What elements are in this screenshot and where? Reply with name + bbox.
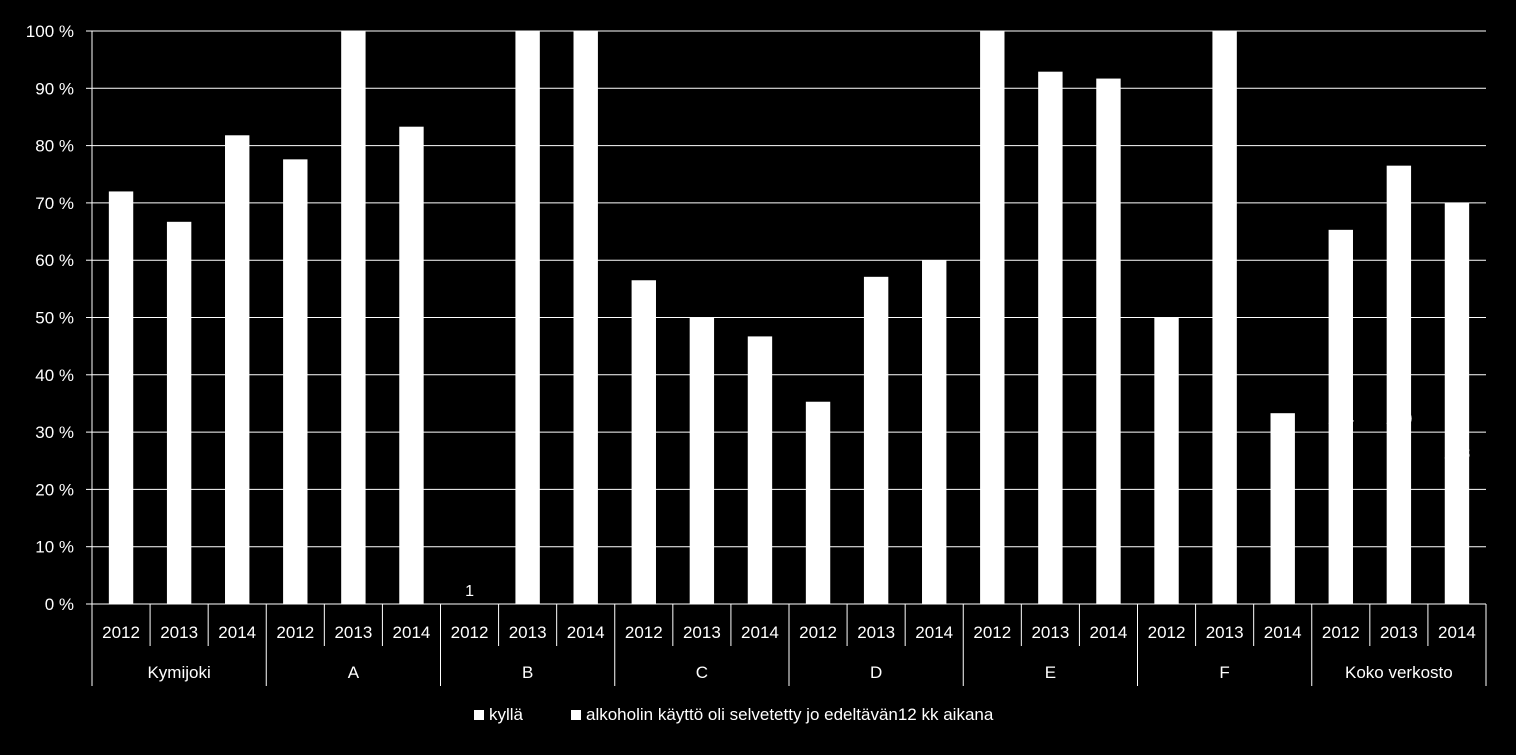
bar: [689, 317, 715, 604]
x-group-label: Kymijoki: [147, 663, 210, 682]
x-year-label: 2013: [334, 623, 372, 642]
y-tick-label: 90 %: [35, 79, 74, 98]
x-year-label: 2012: [625, 623, 663, 642]
bar: [1270, 413, 1295, 604]
bar: [1444, 202, 1470, 604]
bar: [1212, 31, 1237, 604]
y-tick-label: 30 %: [35, 423, 74, 442]
x-year-label: 2012: [799, 623, 837, 642]
y-tick-label: 50 %: [35, 309, 74, 328]
y-axis: 0 % 10 % 20 % 30 % 40 % 50 % 60 % 70 % 80 % 90 % 1…: [26, 22, 93, 614]
bar: [1038, 71, 1063, 605]
legend-swatch: [474, 710, 484, 720]
x-year-label: 2014: [741, 623, 779, 642]
x-year-label: 2013: [1031, 623, 1069, 642]
x-year-label: 2013: [857, 623, 895, 642]
data-labels: 1 124 130 128: [465, 411, 1470, 600]
legend-label: kyllä: [489, 705, 524, 724]
gridlines: [92, 30, 1486, 605]
y-tick-label: 40 %: [35, 366, 74, 385]
x-group-label: A: [348, 663, 360, 682]
bar: [341, 31, 366, 604]
x-year-label: 2014: [915, 623, 953, 642]
x-year-label: 2013: [509, 623, 547, 642]
bar: [863, 276, 889, 604]
bar: [1154, 317, 1179, 604]
x-year-label: 2012: [1322, 623, 1360, 642]
bar: [747, 336, 773, 604]
x-year-label: 2014: [1264, 623, 1302, 642]
bar: [108, 191, 134, 604]
x-group-label: D: [870, 663, 882, 682]
bar: [515, 31, 540, 604]
bar: [980, 31, 1005, 604]
x-year-label: 2012: [973, 623, 1011, 642]
x-year-label: 2013: [683, 623, 721, 642]
data-label: 1: [465, 583, 474, 600]
y-tick-label: 100 %: [26, 22, 74, 41]
bar: [399, 126, 424, 604]
bar: [166, 221, 192, 604]
x-year-label: 2012: [451, 623, 489, 642]
bar: [1386, 165, 1412, 604]
x-group-label: F: [1219, 663, 1229, 682]
x-year-label: 2014: [393, 623, 431, 642]
legend-label: alkoholin käyttö oli selvetetty jo edelt…: [586, 705, 994, 724]
legend-swatch: [571, 710, 581, 720]
data-label: 128: [1444, 445, 1471, 462]
x-year-label: 2012: [102, 623, 140, 642]
bar: [1096, 78, 1121, 604]
bar: [283, 159, 308, 605]
x-axis: 2012 2013 2014 Kymijoki 2012 2013 2014 A 2012 201…: [91, 603, 1487, 686]
x-year-label: 2014: [1438, 623, 1476, 642]
y-tick-label: 60 %: [35, 251, 74, 270]
y-tick-label: 20 %: [35, 480, 74, 499]
bar: [631, 280, 656, 604]
legend: kyllä alkoholin käyttö oli selvetetty jo …: [474, 705, 994, 724]
y-tick-label: 0 %: [45, 595, 74, 614]
x-year-label: 2014: [567, 623, 605, 642]
x-year-label: 2014: [218, 623, 256, 642]
x-year-label: 2012: [276, 623, 314, 642]
x-group-label: E: [1045, 663, 1056, 682]
x-year-label: 2014: [1090, 623, 1128, 642]
x-group-label: Koko verkosto: [1345, 663, 1453, 682]
x-year-label: 2013: [160, 623, 198, 642]
bar: [1328, 229, 1353, 604]
data-label: 130: [1386, 411, 1413, 428]
bar: [573, 31, 598, 604]
x-year-label: 2013: [1380, 623, 1418, 642]
y-tick-label: 70 %: [35, 194, 74, 213]
y-tick-label: 80 %: [35, 137, 74, 156]
y-tick-label: 10 %: [35, 538, 74, 557]
bar: [922, 260, 947, 604]
x-group-label: B: [522, 663, 533, 682]
x-group-label: C: [696, 663, 708, 682]
bar: [225, 135, 250, 604]
data-label: 124: [1327, 411, 1354, 428]
x-year-label: 2012: [1148, 623, 1186, 642]
bar: [805, 401, 831, 604]
bars: [108, 31, 1470, 605]
x-year-label: 2013: [1206, 623, 1244, 642]
